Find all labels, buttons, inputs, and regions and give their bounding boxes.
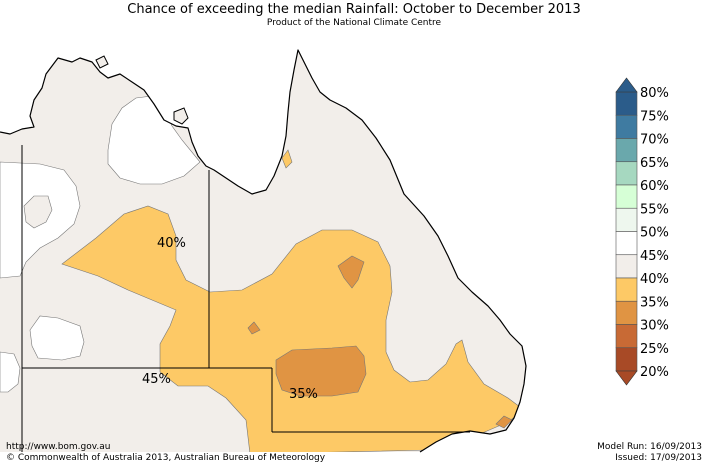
neutral-island-west <box>23 195 53 229</box>
legend-label: 55% <box>640 202 669 217</box>
legend-swatch <box>615 91 638 116</box>
label-35-percent: 35% <box>289 387 318 402</box>
legend-swatch <box>615 254 638 279</box>
legend-swatch <box>615 184 638 209</box>
label-45-percent: 45% <box>142 372 171 387</box>
footer-left: http://www.bom.gov.au © Commonwealth of … <box>6 442 325 464</box>
legend-label: 75% <box>640 109 669 124</box>
white-region-cape-york <box>107 95 201 185</box>
legend-label: 25% <box>640 342 669 357</box>
legend-label: 65% <box>640 156 669 171</box>
legend: 80% 75% 70% 65% 60% 55% 50% 45% 40% 35% 30% 25% 20% <box>615 77 669 386</box>
legend-swatch <box>615 324 638 349</box>
footer-copyright: © Commonwealth of Australia 2013, Austra… <box>6 453 326 463</box>
footer-issued: Issued: 17/09/2013 <box>615 453 702 463</box>
yellow-region-main <box>61 205 525 452</box>
orange-region-central <box>275 345 367 397</box>
legend-label: 45% <box>640 249 669 264</box>
legend-swatch <box>615 277 638 302</box>
legend-swatch <box>615 161 638 186</box>
yellow-region-small-north <box>281 149 293 169</box>
label-40-percent: 40% <box>157 236 186 251</box>
state-borders <box>21 145 470 452</box>
map-title: Chance of exceeding the median Rainfall:… <box>127 2 581 17</box>
legend-label: 20% <box>640 365 669 380</box>
white-region-bottom-left <box>0 351 21 393</box>
island-north <box>95 55 109 69</box>
white-region-southwest <box>29 315 85 361</box>
legend-swatch <box>615 347 638 372</box>
legend-label: 60% <box>640 179 669 194</box>
legend-arrow-up <box>615 77 638 93</box>
legend-label: 50% <box>640 226 669 241</box>
legend-swatch <box>615 138 638 163</box>
map-subtitle: Product of the National Climate Centre <box>266 18 442 28</box>
legend-label: 70% <box>640 133 669 148</box>
legend-swatch <box>615 231 638 256</box>
coastline <box>0 49 527 453</box>
legend-swatch <box>615 207 638 232</box>
orange-region-north <box>337 255 365 289</box>
legend-label: 80% <box>640 86 669 101</box>
footer-url: http://www.bom.gov.au <box>6 442 111 452</box>
island-groote <box>173 107 189 125</box>
orange-region-small <box>247 321 261 335</box>
legend-label: 40% <box>640 272 669 287</box>
footer-right: Model Run: 16/09/2013 Issued: 17/09/2013 <box>597 442 702 464</box>
legend-swatch <box>615 114 638 139</box>
legend-arrow-down <box>615 370 638 386</box>
legend-label: 30% <box>640 319 669 334</box>
footer-model-run: Model Run: 16/09/2013 <box>597 442 702 452</box>
legend-label: 35% <box>640 295 669 310</box>
legend-swatch <box>615 300 638 325</box>
